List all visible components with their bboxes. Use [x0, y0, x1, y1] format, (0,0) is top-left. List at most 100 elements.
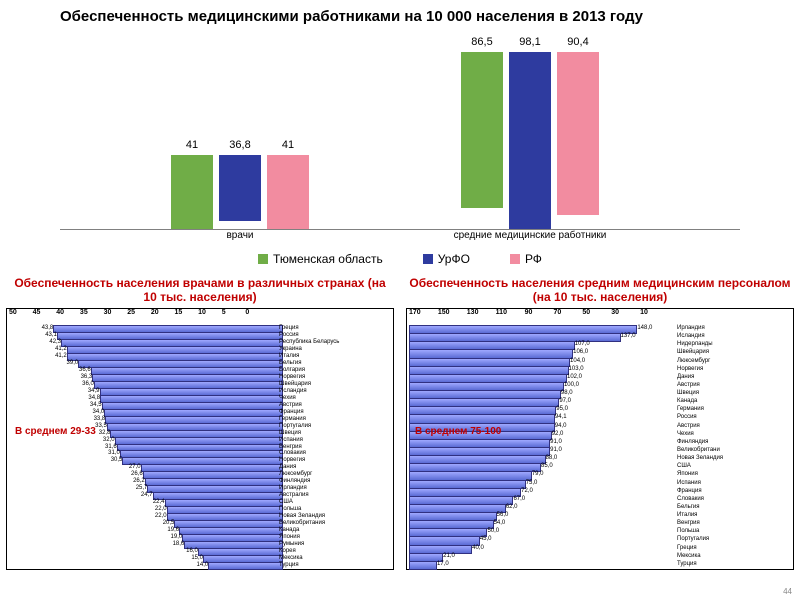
- mini-country-label: Бельгия: [677, 504, 700, 510]
- mini-bars: 148,0 Ирландия 137,0 Исландия 107,0Нидерланд…: [407, 325, 793, 569]
- mini-row: 17,0Турция: [407, 561, 793, 569]
- bar-rf: 41: [267, 155, 309, 229]
- mini-country-label: Дания: [279, 464, 296, 470]
- bar-value-label: 86,5: [461, 36, 503, 48]
- mini-value: 24,7: [141, 492, 153, 498]
- mini-value: 94,1: [555, 414, 567, 420]
- mini-row: 30,5Норвегия: [7, 457, 393, 464]
- mini-row: 107,0Нидерланды: [407, 341, 793, 349]
- x-axis-label: врачи: [150, 230, 330, 241]
- mini-value: 43,8: [42, 325, 54, 331]
- legend-tyumen: Тюменская область: [258, 252, 383, 266]
- mini-value: 16,0: [186, 548, 198, 554]
- mini-country-label: Мексика: [279, 555, 303, 561]
- mini-row: 79,0Япония: [407, 471, 793, 479]
- mini-value: 25,7: [136, 485, 148, 491]
- mini-value: 85,0: [541, 463, 553, 469]
- mini-row: 95,0Германия: [407, 406, 793, 414]
- mini-value: 79,0: [532, 471, 544, 477]
- right-mini-title: Обеспеченность населения средним медицин…: [406, 276, 794, 308]
- mini-avg-label: В среднем 29-33: [15, 426, 96, 437]
- mini-country-label: Словакия: [279, 450, 306, 456]
- mini-row: 32,0Испания: [7, 437, 393, 444]
- mini-value: 14,0: [197, 562, 209, 568]
- mini-row: 41,2Италия: [7, 353, 393, 360]
- mini-value: 50,0: [487, 528, 499, 534]
- mini-row: 97,0Канада: [407, 398, 793, 406]
- mini-country-label: Великобритани: [677, 447, 720, 453]
- mini-country-label: Люксембург: [677, 358, 710, 364]
- mini-row: 25,7 Ирландия: [7, 485, 393, 492]
- x-axis-label: средние медицинские работники: [440, 230, 620, 241]
- mini-value: 36,3: [81, 374, 93, 380]
- mini-country-label: Венгрия: [677, 520, 700, 526]
- mini-country-label: Португалия: [677, 536, 709, 542]
- top-chart-x-axis: врачи средние медицинские работники: [60, 230, 740, 248]
- mini-value: 21,0: [443, 553, 455, 559]
- mini-row: 43,8Греция: [7, 325, 393, 332]
- mini-country-label: Ирландия: [279, 485, 307, 491]
- mini-value: 62,0: [506, 504, 518, 510]
- mini-country-label: Исландия: [677, 333, 705, 339]
- mini-row: 40,0 Греция: [407, 545, 793, 553]
- mini-value: 22,0: [155, 506, 167, 512]
- mini-country-label: Исландия: [279, 388, 307, 394]
- mini-value: 75,0: [526, 480, 538, 486]
- mini-row: 85,0 США: [407, 463, 793, 471]
- mini-row: 19,0Япония: [7, 534, 393, 541]
- bar-urfo: 36,8: [219, 155, 261, 221]
- footer-mark: 44: [783, 587, 792, 596]
- mini-axis: 1701501301109070503010: [409, 309, 669, 323]
- bar-value-label: 41: [267, 139, 309, 151]
- mini-country-label: Республика Беларусь: [279, 339, 339, 345]
- mini-country-label: США: [677, 463, 691, 469]
- mini-row: 19,6Канада: [7, 527, 393, 534]
- mini-country-label: Финляндия: [677, 439, 708, 445]
- mini-value: 148,0: [637, 325, 652, 331]
- mini-row: 45,0Португалия: [407, 536, 793, 544]
- mini-bar: [208, 562, 283, 570]
- mini-country-label: Германия: [677, 406, 704, 412]
- mini-row: 100,0Австрия: [407, 382, 793, 390]
- mini-row: 16,0Корея: [7, 548, 393, 555]
- mini-row: 22,0Польша: [7, 506, 393, 513]
- mini-row: 36,6Болгария: [7, 367, 393, 374]
- mini-country-label: Турция: [677, 561, 697, 567]
- mini-value: 36,0: [82, 381, 94, 387]
- swatch-urfo: [423, 254, 433, 264]
- mini-country-label: Чехия: [677, 431, 694, 437]
- legend-label-tyumen: Тюменская область: [273, 252, 383, 266]
- mini-row: 33,8Германия: [7, 416, 393, 423]
- mini-value: 15,0: [191, 555, 203, 561]
- mini-row: 34,5Австрия: [7, 402, 393, 409]
- mini-country-label: Канада: [279, 527, 299, 533]
- mini-value: 137,0: [621, 333, 636, 339]
- mini-row: 102,0Дания: [407, 374, 793, 382]
- bar-rf: 90,4: [557, 52, 599, 215]
- mini-value: 41,2: [55, 346, 67, 352]
- mini-country-label: Румыния: [279, 541, 304, 547]
- mini-value: 102,0: [567, 374, 582, 380]
- swatch-tyumen: [258, 254, 268, 264]
- legend-rf: РФ: [510, 252, 542, 266]
- legend-label-urfo: УрФО: [438, 252, 470, 266]
- mini-row: 54,0Венгрия: [407, 520, 793, 528]
- mini-country-label: Ирландия: [677, 325, 705, 331]
- mini-country-label: Норвегия: [279, 374, 305, 380]
- mini-value: 18,6: [173, 541, 185, 547]
- mini-value: 30,5: [111, 457, 123, 463]
- mini-country-label: Великобритания: [279, 520, 325, 526]
- legend-urfo: УрФО: [423, 252, 470, 266]
- mini-row: 106,0Швейцария: [407, 349, 793, 357]
- mini-row: 36,3 Норвегия: [7, 374, 393, 381]
- mini-row: 91,0Финляндия: [407, 439, 793, 447]
- mini-country-label: Япония: [279, 534, 300, 540]
- mini-row: 41,2Украина: [7, 346, 393, 353]
- bar-value-label: 90,4: [557, 36, 599, 48]
- mini-row: 34,9Исландия: [7, 388, 393, 395]
- mini-value: 40,0: [472, 545, 484, 551]
- mini-value: 34,0: [93, 409, 105, 415]
- mini-row: 14,0Турция: [7, 562, 393, 569]
- mini-country-label: Греция: [677, 545, 697, 551]
- mini-country-label: Венгрия: [279, 444, 302, 450]
